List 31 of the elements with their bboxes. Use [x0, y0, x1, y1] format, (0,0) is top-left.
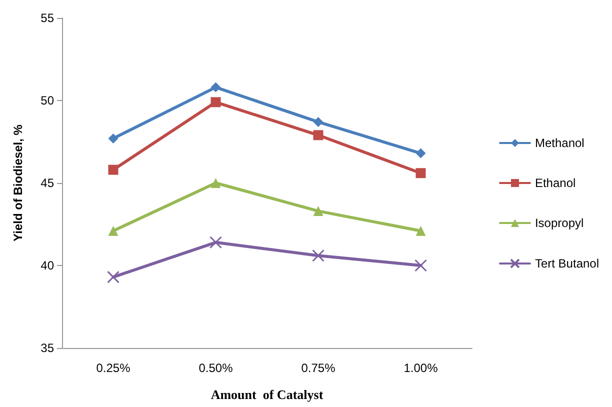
- x-tick-label: 0.50%: [198, 361, 234, 375]
- x-tick-label: 0.25%: [96, 361, 131, 375]
- point: [313, 130, 324, 140]
- y-tick-label: 45: [40, 176, 54, 190]
- point: [210, 178, 221, 188]
- point: [313, 206, 324, 216]
- point: [210, 97, 221, 108]
- point: [107, 270, 120, 284]
- point: [414, 259, 427, 272]
- point: [416, 226, 426, 236]
- legend-label: Isopropyl: [534, 216, 584, 230]
- legend-label: Methanol: [534, 136, 584, 150]
- point: [108, 133, 118, 144]
- point: [312, 249, 324, 262]
- point: [210, 82, 221, 92]
- y-tick-label: 55: [40, 11, 54, 25]
- y-tick-label: 35: [40, 341, 54, 355]
- x-axis-title: Amount of Catalyst: [210, 387, 324, 402]
- y-tick-label: 50: [40, 94, 54, 108]
- point: [210, 236, 222, 249]
- x-tick-label: 1.00%: [404, 361, 438, 375]
- legend-label: Tert Butanol: [534, 256, 600, 270]
- y-tick-label: 40: [40, 258, 54, 272]
- x-tick-label: 0.75%: [301, 361, 336, 375]
- legend-label: Ethanol: [534, 176, 576, 190]
- point: [108, 226, 118, 236]
- point: [313, 116, 324, 127]
- point: [416, 148, 426, 158]
- y-axis-title: Yield of Biodiesel, %: [11, 124, 25, 242]
- point: [416, 168, 426, 178]
- point: [108, 164, 118, 175]
